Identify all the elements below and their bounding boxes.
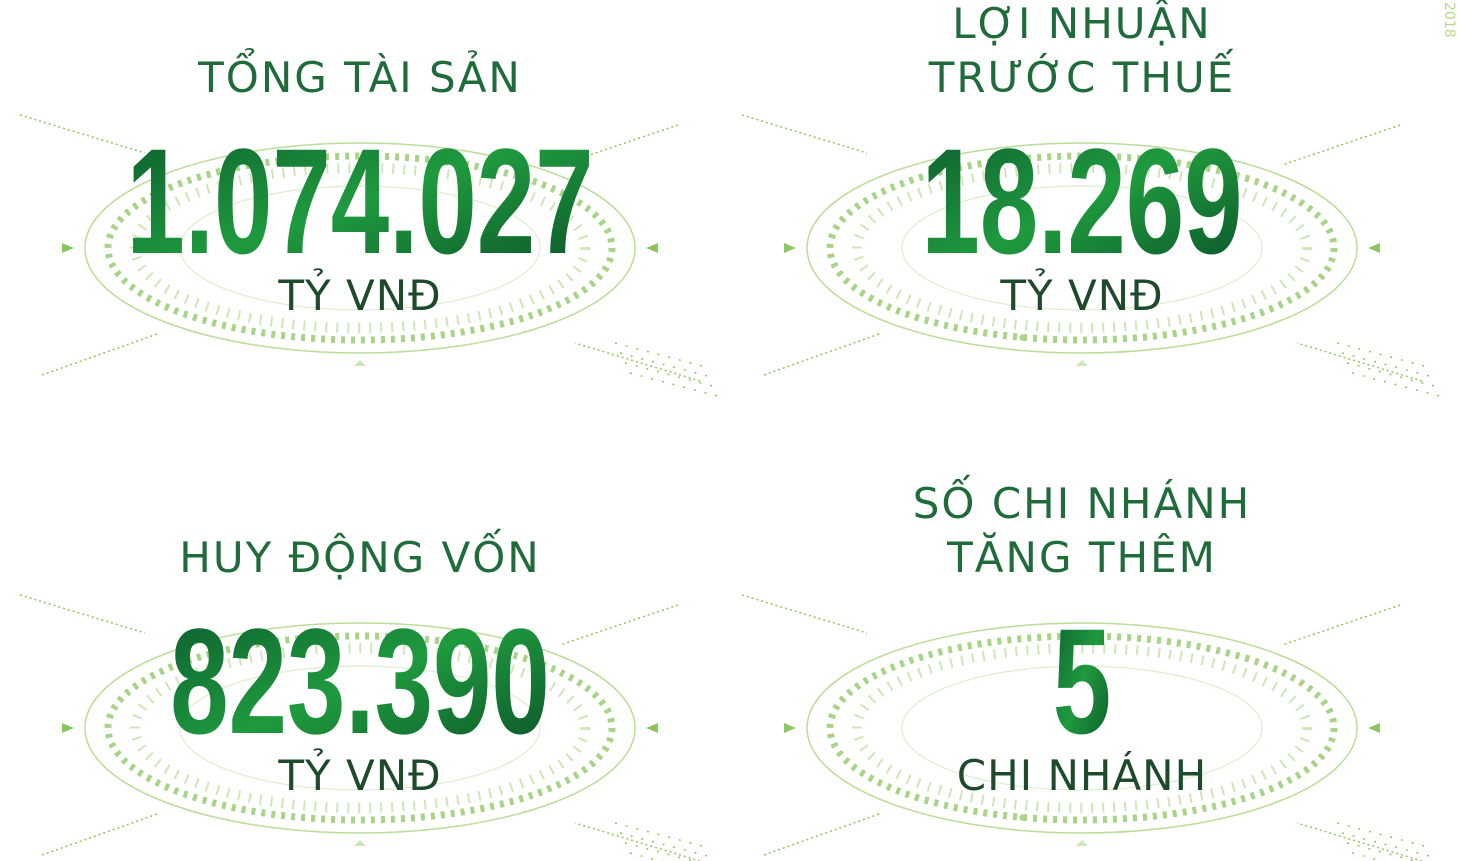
dotted-line [560,605,678,645]
arrow [1076,360,1088,366]
dotted-line [42,813,160,855]
arrow [646,243,658,253]
kpi-value: 1.074.027 [126,119,593,286]
arrow [646,723,658,733]
dotted-line [764,333,882,375]
dotted-line [615,823,710,848]
dotted-line [742,595,867,633]
arrow [62,723,74,733]
panel-title: TRƯỚC THUẾ [928,48,1235,102]
arrow [1368,243,1380,253]
dotted-line [42,333,160,375]
kpi-value: 18.269 [921,119,1242,286]
dotted-line [1352,853,1447,861]
kpi-value: 5 [1053,599,1111,766]
arrow [354,840,366,846]
infographic: 2018 TỔNG TÀI SẢN1.074.027TỶ VNĐLỢI NHUẬ… [0,0,1458,861]
kpi-unit: TỶ VNĐ [277,267,441,320]
kpi-value: 823.390 [170,599,550,766]
dotted-line [615,343,710,368]
arrow [354,360,366,366]
kpi-unit: CHI NHÁNH [957,750,1207,800]
dotted-line [1337,343,1432,368]
panel-title: TỔNG TÀI SẢN [197,47,522,102]
side-label: 2018 [1441,2,1457,38]
dotted-line [764,813,882,855]
panel-title: LỢI NHUẬN [952,0,1211,48]
dotted-line [625,843,720,861]
kpi-unit: TỶ VNĐ [999,267,1163,320]
panel-title: TĂNG THÊM [946,531,1217,582]
arrow [784,723,796,733]
panel-title: HUY ĐỘNG VỐN [179,528,540,582]
dotted-line [20,595,145,633]
kpi-unit: TỶ VNĐ [277,747,441,800]
arrow [62,243,74,253]
arrow [1368,723,1380,733]
dotted-line [1337,823,1432,848]
dotted-line [1282,125,1400,165]
dotted-line [630,853,725,861]
arrow [1076,840,1088,846]
panel-title: SỐ CHI NHÁNH [913,474,1251,528]
arrow [784,243,796,253]
dotted-line [1282,605,1400,645]
dotted-line [742,115,867,153]
dotted-line [1347,843,1442,861]
